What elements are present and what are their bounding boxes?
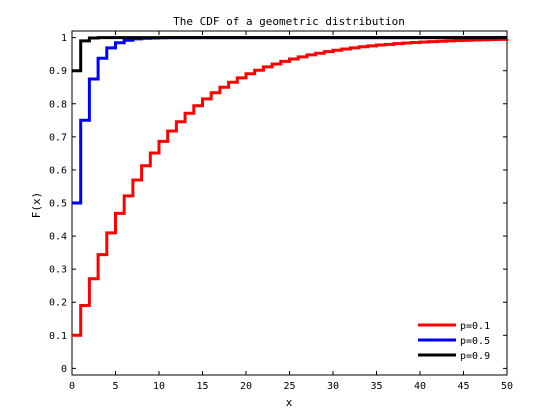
x-tick-label: 15: [196, 381, 208, 392]
axes-box: [71, 30, 508, 376]
y-tick-label: 0: [61, 364, 67, 375]
legend: p=0.1 p=0.5 p=0.9: [418, 321, 490, 362]
y-tick-label: 0.9: [49, 66, 67, 77]
x-tick-label: 45: [457, 381, 469, 392]
x-tick-label: 35: [370, 381, 382, 392]
series-line-p-0-1: [72, 37, 509, 337]
y-tick-label: 0.8: [49, 99, 67, 110]
y-tick-label: 1: [61, 33, 67, 44]
plot-area: 0 5 10 15 20 25 30 35 40 45 50 0 0.1 0.2 0.3 0.4 0.5 0.6 0…: [49, 30, 513, 392]
legend-label: p=0.1: [460, 321, 490, 332]
x-tick-label: 25: [283, 381, 295, 392]
x-tick-label: 5: [112, 381, 118, 392]
y-tick-label: 0.3: [49, 265, 67, 276]
x-tick-label: 20: [240, 381, 252, 392]
x-tick-label: 0: [69, 381, 75, 392]
y-tick-label: 0.1: [49, 331, 67, 342]
y-tick-label: 0.5: [49, 199, 67, 210]
x-tick-label: 40: [414, 381, 426, 392]
x-axis-label: x: [286, 396, 293, 409]
y-tick-label: 0.2: [49, 298, 67, 309]
y-tick-label: 0.7: [49, 132, 67, 143]
chart-title: The CDF of a geometric distribution: [173, 15, 405, 28]
x-tick-label: 50: [501, 381, 513, 392]
y-axis-label: F(x): [30, 192, 43, 219]
series-line-p-0-9: [72, 36, 507, 73]
x-tick-label: 10: [153, 381, 165, 392]
legend-label: p=0.9: [460, 351, 490, 362]
y-tick-label: 0.4: [49, 232, 67, 243]
x-tick-label: 30: [327, 381, 339, 392]
legend-label: p=0.5: [460, 336, 490, 347]
y-tick-label: 0.6: [49, 165, 67, 176]
